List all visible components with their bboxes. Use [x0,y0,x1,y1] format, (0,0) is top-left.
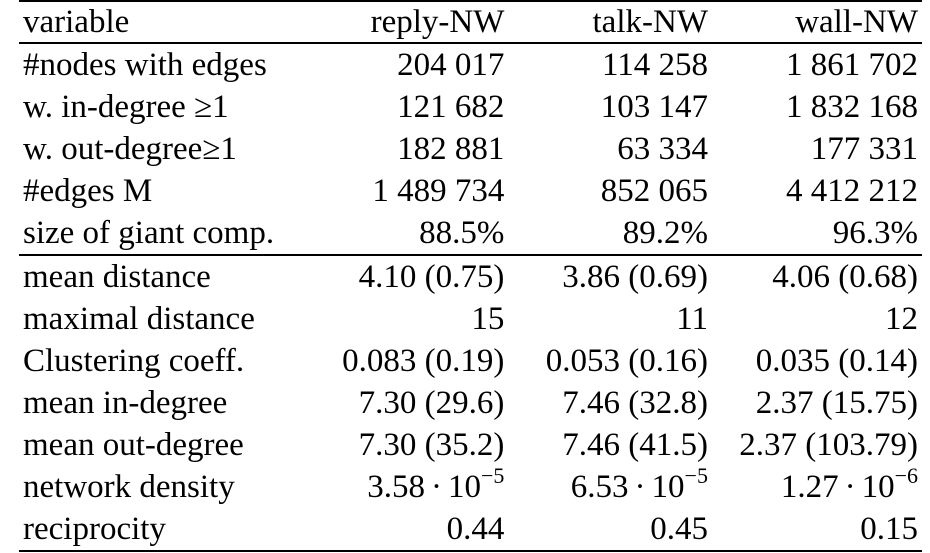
table-row: maximal distance 15 11 12 [19,298,922,340]
density-dot: · [430,468,442,505]
header-wall-nw: wall-NW [711,0,922,44]
cell-reply-nw: 0.083 (0.19) [342,342,505,379]
cell-reply-nw: 7.30 (29.6) [358,384,505,421]
table-row: w. in-degree ≥1 121 682 103 147 1 832 16… [19,86,922,128]
network-statistics-table-container: variable reply-NW talk-NW wall-NW #nodes… [19,0,922,552]
row-label: size of giant comp. [19,212,311,256]
cell-talk-nw: 114 258 [601,46,708,83]
table-row: reciprocity 0.44 0.45 0.15 [19,508,922,552]
density-exponent: −5 [480,462,505,488]
table-row: mean distance 4.10 (0.75) 3.86 (0.69) 4.… [19,255,922,298]
cell-wall-nw: 0.15 [711,508,922,552]
density-exponent: −6 [894,462,918,488]
table-row: #nodes with edges 204 017 114 258 1 861 … [19,43,922,86]
cell-talk-nw: 0.053 (0.16) [545,342,708,379]
cell-wall-nw: 2.37 (103.79) [739,426,918,463]
table-row: #edges M 1 489 734 852 065 4 412 212 [19,170,922,212]
density-mantissa: 6.53 [570,468,629,505]
row-label: mean distance [23,258,211,295]
row-label: w. in-degree ≥1 [23,88,229,125]
density-base: 10 [861,468,895,505]
cell-talk-nw: 103 147 [600,88,708,125]
cell-wall-nw: 1 861 702 [786,46,918,83]
cell-reply-nw: 121 682 [397,88,505,125]
table-row: w. out-degree≥1 182 881 63 334 177 331 [19,128,922,170]
cell-talk-nw: 89.2% [508,212,712,256]
cell-talk-nw: 852 065 [600,172,708,209]
density-base: 10 [651,468,685,505]
network-statistics-table: variable reply-NW talk-NW wall-NW #nodes… [19,0,922,552]
cell-reply-nw: 3.58 · 10−5 [311,462,509,508]
table-header-row: variable reply-NW talk-NW wall-NW [19,0,922,44]
cell-wall-nw: 96.3% [711,212,922,256]
cell-talk-nw: 0.45 [508,508,712,552]
density-exponent: −5 [684,462,708,488]
density-base: 10 [447,468,481,505]
row-label: network density [23,468,235,505]
cell-talk-nw: 6.53 · 10−5 [508,462,712,508]
row-label: #edges M [23,172,153,209]
cell-wall-nw: 12 [885,300,918,337]
cell-wall-nw: 2.37 (15.75) [755,384,918,421]
cell-talk-nw: 63 334 [617,130,708,167]
density-mantissa: 3.58 [367,468,425,505]
table-row: size of giant comp. 88.5% 89.2% 96.3% [19,212,922,256]
table-row: Clustering coeff. 0.083 (0.19) 0.053 (0.… [19,340,922,382]
header-talk-nw: talk-NW [508,0,712,44]
cell-wall-nw: 4 412 212 [786,172,918,209]
table-row: mean out-degree 7.30 (35.2) 7.46 (41.5) … [19,424,922,466]
table-row: network density 3.58 · 10−5 6.53 · 10−5 1.27… [19,462,922,508]
row-label: mean out-degree [23,426,244,463]
row-label: reciprocity [19,508,311,552]
row-label: maximal distance [23,300,255,337]
cell-reply-nw: 182 881 [397,130,505,167]
cell-wall-nw: 177 331 [810,130,918,167]
cell-reply-nw: 0.44 [310,508,509,552]
row-label: w. out-degree≥1 [23,130,237,167]
density-dot: · [634,468,646,505]
density-dot: · [844,468,856,505]
row-label: Clustering coeff. [23,342,245,379]
row-label: #nodes with edges [23,46,267,83]
header-variable: variable [19,0,311,44]
cell-wall-nw: 4.06 (0.68) [772,258,918,295]
cell-reply-nw: 204 017 [397,46,505,83]
table-row: mean in-degree 7.30 (29.6) 7.46 (32.8) 2… [19,382,922,424]
cell-wall-nw: 0.035 (0.14) [755,342,918,379]
cell-reply-nw: 15 [471,300,505,337]
cell-wall-nw: 1.27 · 10−6 [712,462,922,508]
row-label: mean in-degree [23,384,228,421]
cell-talk-nw: 7.46 (41.5) [562,426,708,463]
cell-reply-nw: 1 489 734 [372,172,505,209]
cell-reply-nw: 88.5% [310,212,509,256]
cell-reply-nw: 4.10 (0.75) [358,258,505,295]
cell-talk-nw: 3.86 (0.69) [562,258,708,295]
cell-talk-nw: 7.46 (32.8) [562,384,708,421]
cell-talk-nw: 11 [676,300,708,337]
density-mantissa: 1.27 [780,468,839,505]
cell-reply-nw: 7.30 (35.2) [358,426,505,463]
cell-wall-nw: 1 832 168 [786,88,918,125]
header-reply-nw: reply-NW [310,0,509,44]
